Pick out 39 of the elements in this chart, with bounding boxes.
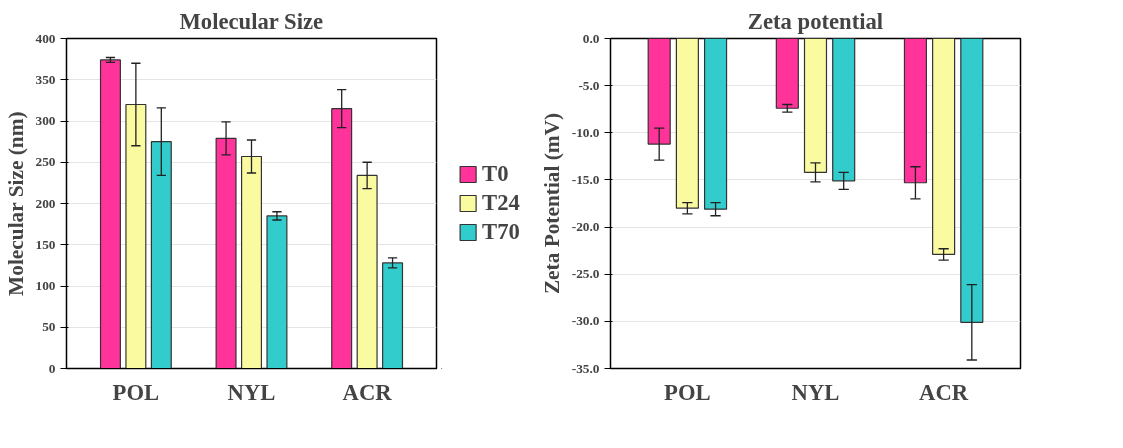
y-tick-label: -5.0 <box>578 77 600 93</box>
y-tick-label: -20.0 <box>571 219 600 235</box>
y-axis-title: Zeta Potential (mV) <box>539 112 564 295</box>
legend-label: T70 <box>482 219 520 245</box>
x-tick-label: ACR <box>342 379 393 405</box>
x-tick-label: ACR <box>919 379 969 405</box>
x-tick-label: POL <box>664 379 711 405</box>
y-tick-label: 400 <box>35 30 56 46</box>
chart-title: Zeta potential <box>747 8 884 34</box>
y-tick-label: -30.0 <box>571 313 600 329</box>
y-tick-label: 0.0 <box>582 30 600 46</box>
bar <box>150 141 172 369</box>
legend-label: T0 <box>482 161 509 187</box>
y-tick-label: -10.0 <box>571 124 600 140</box>
y-tick-label: -35.0 <box>571 360 600 376</box>
y-tick-label: 300 <box>35 113 56 128</box>
bar <box>382 262 404 369</box>
bar <box>266 215 288 369</box>
y-tick-label: 200 <box>35 195 56 211</box>
y-tick-label: 150 <box>35 236 56 252</box>
bar <box>99 59 121 369</box>
x-tick-label: NYL <box>791 379 840 405</box>
y-tick-label: 250 <box>35 154 56 170</box>
y-tick-label: 0 <box>48 360 56 376</box>
bar <box>331 108 353 369</box>
bar <box>215 137 237 369</box>
y-tick-label: 350 <box>35 71 56 87</box>
legend-label: T24 <box>482 190 520 216</box>
x-tick-label: POL <box>112 379 160 405</box>
bar <box>125 103 147 369</box>
y-tick-label: 50 <box>42 319 56 335</box>
chart-title: Molecular Size <box>179 8 324 34</box>
y-axis-title: Molecular Size (nm) <box>3 111 28 296</box>
y-tick-label: -15.0 <box>571 171 600 187</box>
x-tick-label: NYL <box>227 379 276 405</box>
y-tick-label: 100 <box>35 278 56 293</box>
bar <box>240 155 263 369</box>
bar <box>356 174 378 369</box>
y-tick-label: -25.0 <box>571 266 600 282</box>
